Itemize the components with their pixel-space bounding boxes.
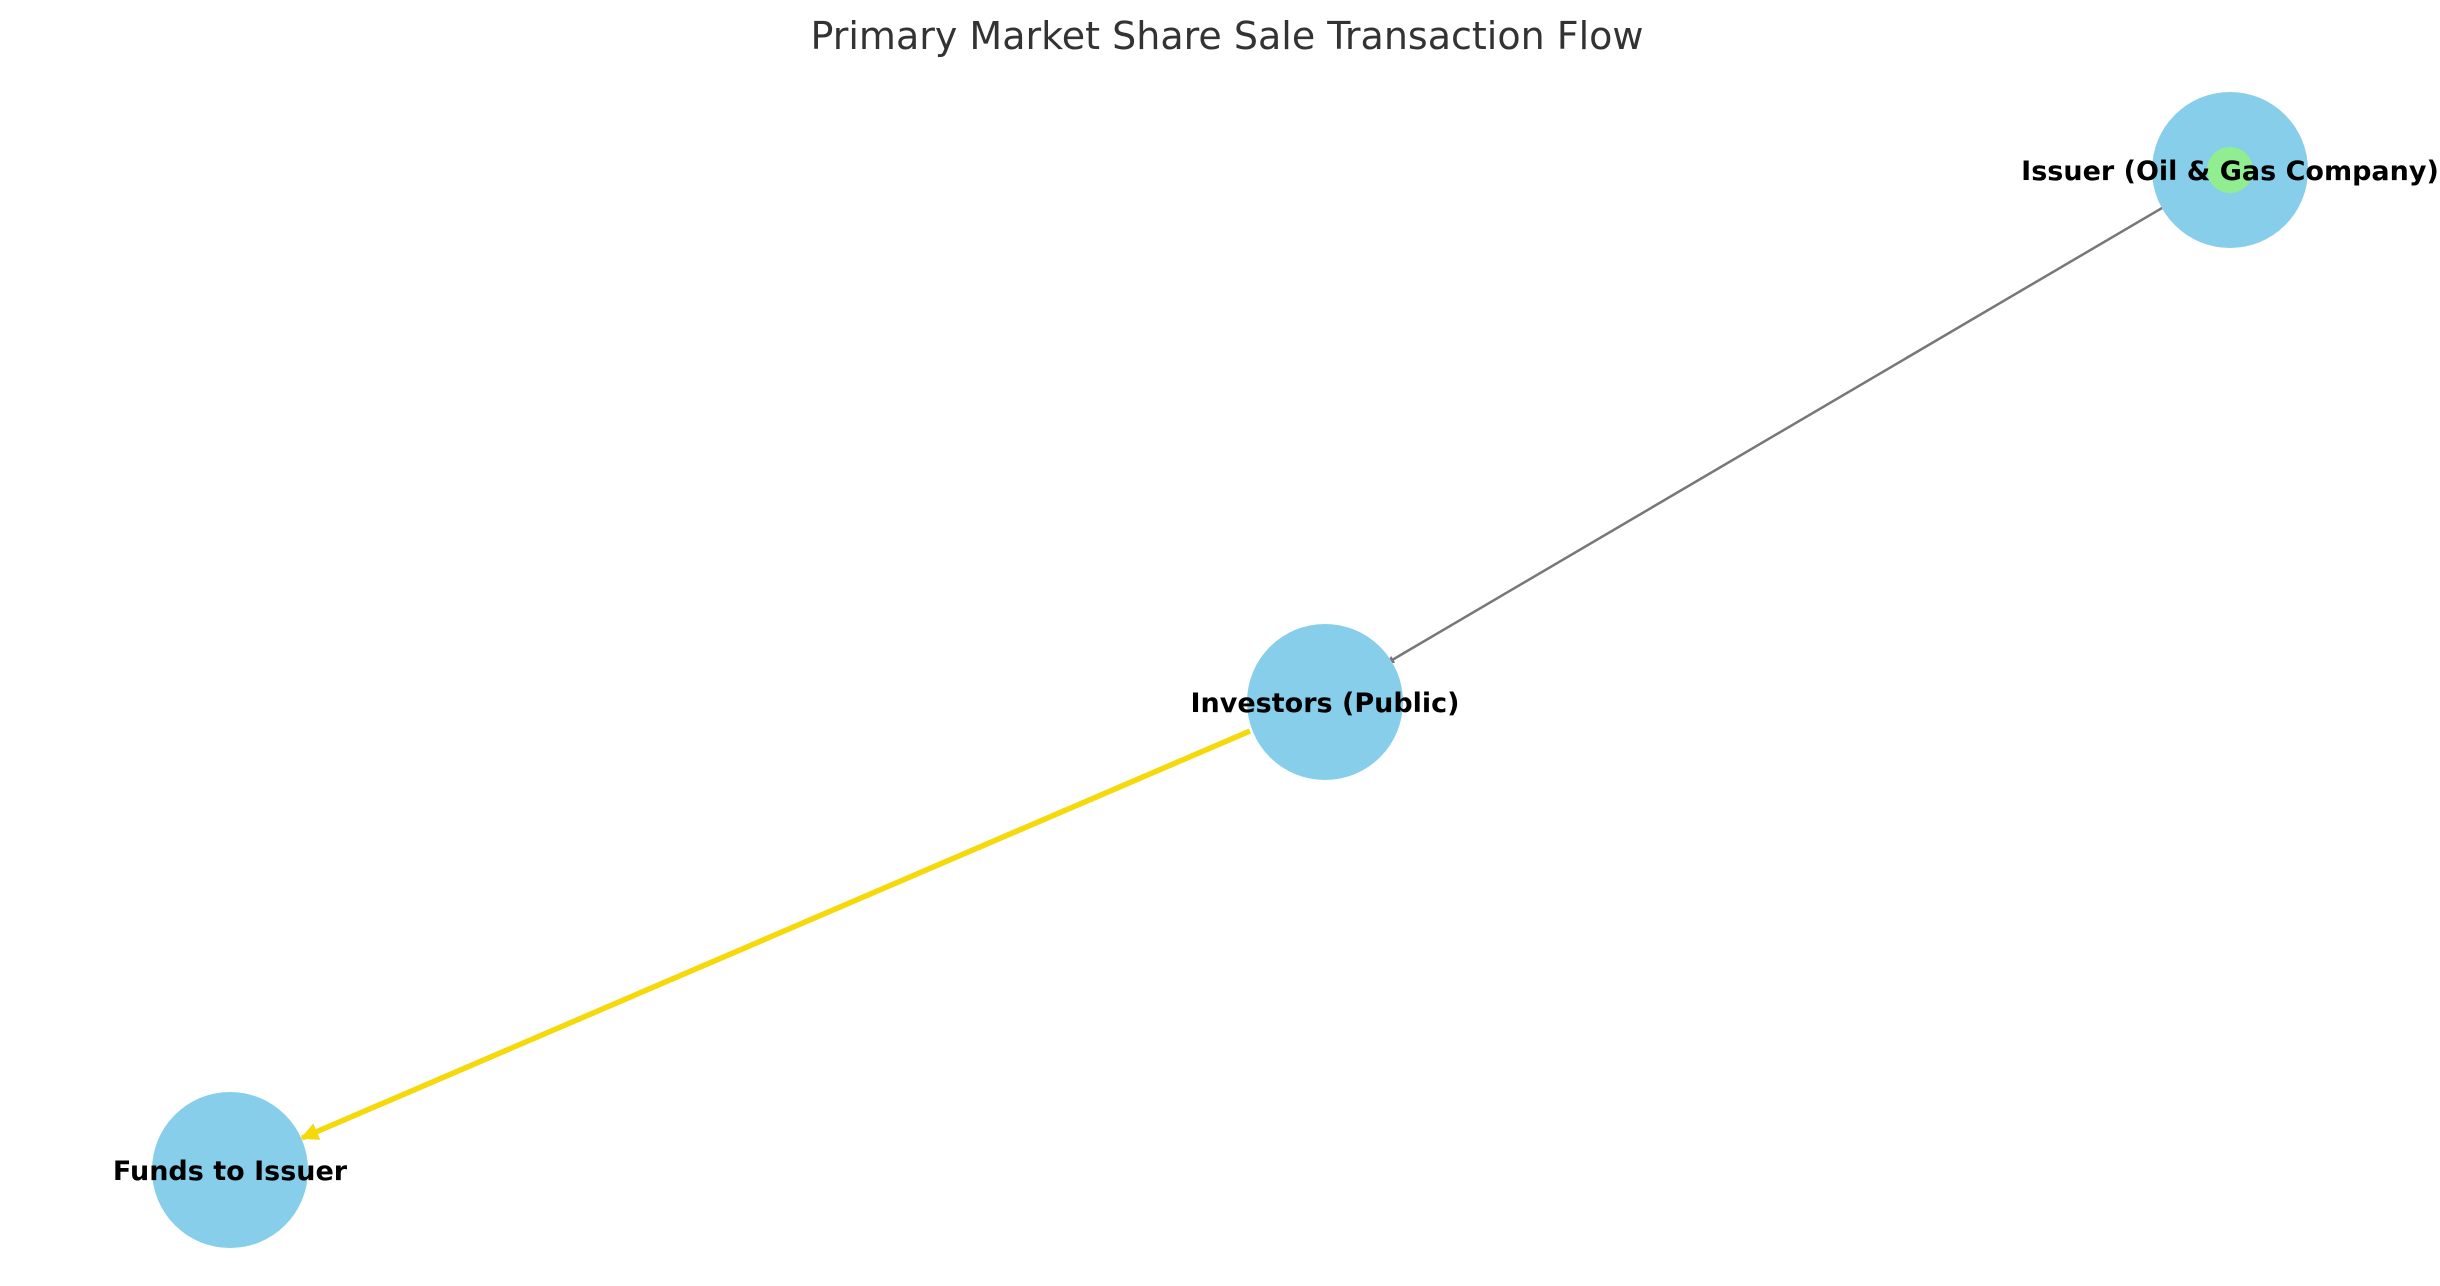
node-issuer-inner-dot (2207, 147, 2253, 193)
diagram-title: Primary Market Share Sale Transaction Fl… (811, 14, 1644, 58)
node-investors-circle (1247, 624, 1403, 780)
node-issuer-label: Issuer (Oil & Gas Company) (2021, 156, 2439, 187)
node-investors-label: Investors (Public) (1190, 688, 1459, 719)
node-investors: Investors (Public) (1190, 624, 1460, 780)
node-funds-circle (152, 1092, 308, 1248)
node-issuer: Issuer (Oil & Gas Company) (2021, 92, 2439, 248)
edge-investors-to-funds (300, 728, 1252, 1141)
node-funds: Funds to Issuer (113, 1092, 348, 1248)
edge-issuer-to-investors (1386, 206, 2163, 665)
node-funds-label: Funds to Issuer (113, 1156, 348, 1187)
